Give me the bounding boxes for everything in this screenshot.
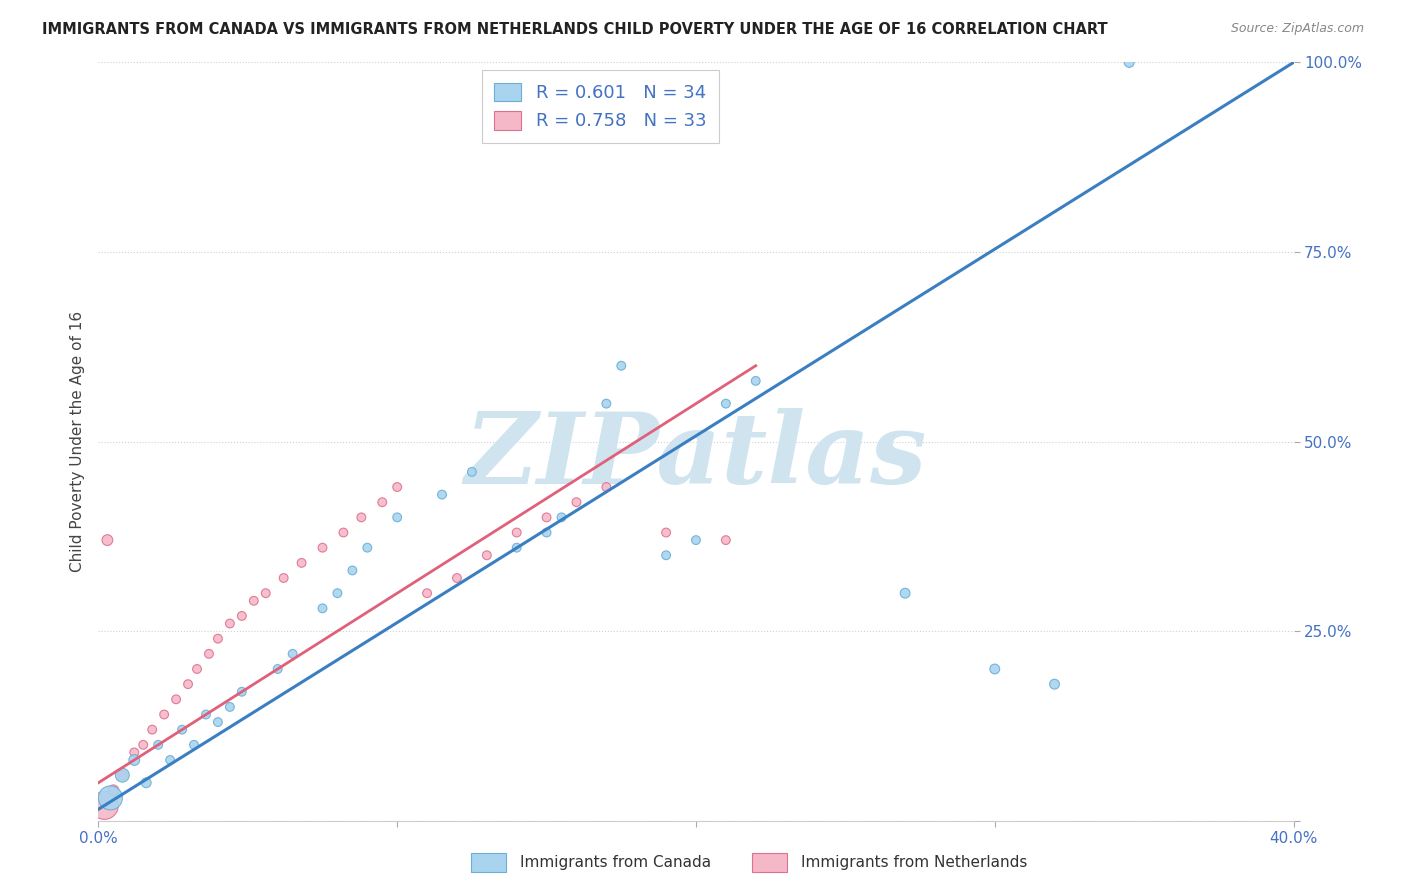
- Point: [98, 791, 122, 805]
- Point: [124, 746, 146, 760]
- Point: [153, 707, 176, 722]
- Text: ZIPatlas: ZIPatlas: [465, 409, 927, 505]
- Point: [141, 723, 163, 737]
- Point: [714, 396, 737, 410]
- Point: [461, 465, 484, 479]
- Point: [186, 662, 208, 676]
- Point: [745, 374, 768, 388]
- Point: [385, 480, 409, 494]
- Point: [655, 525, 678, 540]
- Point: [124, 753, 146, 767]
- Point: [894, 586, 917, 600]
- Point: [536, 510, 558, 524]
- Point: [565, 495, 588, 509]
- Point: [1118, 55, 1140, 70]
- Point: [195, 707, 218, 722]
- Point: [326, 586, 349, 600]
- Point: [207, 715, 229, 730]
- Point: [207, 632, 229, 646]
- Point: [219, 699, 242, 714]
- Point: [243, 594, 266, 608]
- Point: [281, 647, 304, 661]
- Point: [96, 533, 118, 548]
- Point: [135, 776, 157, 790]
- Point: [610, 359, 633, 373]
- Legend: R = 0.601   N = 34, R = 0.758   N = 33: R = 0.601 N = 34, R = 0.758 N = 33: [482, 70, 718, 143]
- Point: [219, 616, 242, 631]
- Point: [93, 798, 115, 813]
- Point: [371, 495, 394, 509]
- Point: [111, 768, 134, 782]
- Y-axis label: Child Poverty Under the Age of 16: Child Poverty Under the Age of 16: [69, 311, 84, 572]
- Point: [416, 586, 439, 600]
- Point: [159, 753, 181, 767]
- Point: [506, 525, 529, 540]
- Point: [332, 525, 354, 540]
- Text: Immigrants from Canada: Immigrants from Canada: [520, 855, 711, 870]
- Point: [655, 548, 678, 563]
- Point: [267, 662, 290, 676]
- Text: Immigrants from Netherlands: Immigrants from Netherlands: [801, 855, 1028, 870]
- Point: [231, 608, 253, 623]
- Point: [103, 783, 125, 797]
- Point: [177, 677, 200, 691]
- Point: [273, 571, 295, 585]
- Point: [231, 685, 253, 699]
- Point: [311, 541, 333, 555]
- Point: [475, 548, 498, 563]
- Point: [446, 571, 468, 585]
- Point: [595, 396, 617, 410]
- Point: [714, 533, 737, 548]
- Point: [506, 541, 529, 555]
- Point: [342, 564, 364, 578]
- Point: [685, 533, 707, 548]
- Point: [148, 738, 170, 752]
- Text: Source: ZipAtlas.com: Source: ZipAtlas.com: [1230, 22, 1364, 36]
- Point: [291, 556, 314, 570]
- Point: [430, 487, 453, 501]
- Point: [536, 525, 558, 540]
- Point: [254, 586, 277, 600]
- Point: [111, 768, 134, 782]
- Point: [132, 738, 155, 752]
- Point: [165, 692, 187, 706]
- Point: [183, 738, 205, 752]
- Point: [984, 662, 1007, 676]
- Point: [311, 601, 333, 615]
- Point: [1043, 677, 1066, 691]
- Point: [550, 510, 572, 524]
- Point: [595, 480, 617, 494]
- Point: [172, 723, 194, 737]
- Text: IMMIGRANTS FROM CANADA VS IMMIGRANTS FROM NETHERLANDS CHILD POVERTY UNDER THE AG: IMMIGRANTS FROM CANADA VS IMMIGRANTS FRO…: [42, 22, 1108, 37]
- Point: [198, 647, 221, 661]
- Point: [356, 541, 378, 555]
- Point: [350, 510, 373, 524]
- Point: [385, 510, 409, 524]
